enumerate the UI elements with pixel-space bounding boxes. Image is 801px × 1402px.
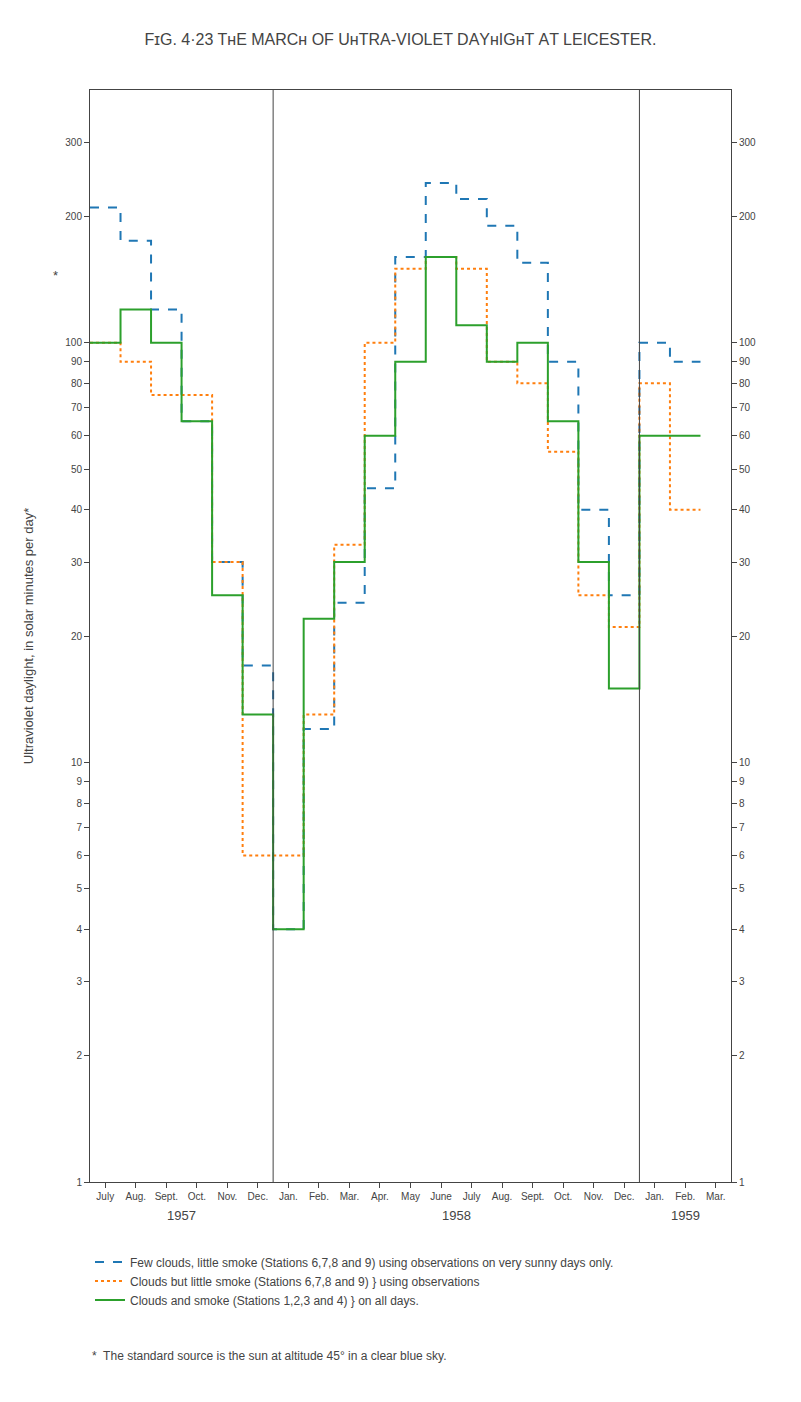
svg-text:4: 4 [76, 924, 82, 935]
svg-text:80: 80 [739, 378, 751, 389]
svg-text:70: 70 [739, 402, 751, 413]
svg-text:Jan.: Jan. [279, 1191, 298, 1202]
svg-text:Dec.: Dec. [614, 1191, 635, 1202]
svg-text:Jan.: Jan. [645, 1191, 664, 1202]
svg-text:Sept.: Sept. [155, 1191, 178, 1202]
svg-text:40: 40 [739, 504, 751, 515]
svg-text:July: July [463, 1191, 481, 1202]
svg-text:1958: 1958 [442, 1208, 471, 1223]
svg-text:1: 1 [76, 1177, 82, 1188]
svg-text:2: 2 [76, 1050, 82, 1061]
svg-text:10: 10 [739, 757, 751, 768]
svg-text:200: 200 [65, 211, 82, 222]
svg-text:20: 20 [739, 631, 751, 642]
svg-text:*: * [53, 268, 58, 283]
svg-text:July: July [96, 1191, 114, 1202]
svg-text:90: 90 [739, 356, 751, 367]
svg-text:June: June [430, 1191, 452, 1202]
svg-text:80: 80 [71, 378, 83, 389]
svg-text:Aug.: Aug. [126, 1191, 147, 1202]
svg-text:50: 50 [739, 464, 751, 475]
svg-text:9: 9 [76, 776, 82, 787]
svg-text:Clouds but little smoke (Stati: Clouds but little smoke (Stations 6,7,8 … [130, 1275, 480, 1289]
svg-text:FɪG. 4·23 TʜE MΑRCʜ OF UʜTRA-V: FɪG. 4·23 TʜE MΑRCʜ OF UʜTRA-VIOLET DΑYʜ… [145, 31, 657, 48]
svg-text:100: 100 [739, 337, 756, 348]
svg-text:3: 3 [76, 976, 82, 987]
svg-text:30: 30 [71, 557, 83, 568]
svg-text:9: 9 [739, 776, 745, 787]
svg-text:2: 2 [739, 1050, 745, 1061]
svg-text:1957: 1957 [167, 1208, 196, 1223]
svg-text:8: 8 [739, 798, 745, 809]
svg-text:100: 100 [65, 337, 82, 348]
svg-text:Clouds and smoke (Stations 1,2: Clouds and smoke (Stations 1,2,3 and 4) … [130, 1294, 419, 1308]
svg-text:May: May [401, 1191, 420, 1202]
svg-text:Nov.: Nov. [584, 1191, 604, 1202]
svg-text:Ultraviolet daylight, in solar: Ultraviolet daylight, in solar minutes p… [21, 508, 36, 765]
svg-text:Oct.: Oct. [188, 1191, 206, 1202]
svg-text:300: 300 [739, 137, 756, 148]
svg-text:Apr.: Apr. [371, 1191, 389, 1202]
svg-text:300: 300 [65, 137, 82, 148]
svg-text:Feb.: Feb. [675, 1191, 695, 1202]
svg-text:Oct.: Oct. [554, 1191, 572, 1202]
svg-text:10: 10 [71, 757, 83, 768]
svg-text:6: 6 [739, 850, 745, 861]
svg-text:Few clouds, little smoke (Stat: Few clouds, little smoke (Stations 6,7,8… [130, 1256, 613, 1270]
svg-text:1: 1 [739, 1177, 745, 1188]
svg-text:90: 90 [71, 356, 83, 367]
svg-text:7: 7 [76, 822, 82, 833]
svg-text:8: 8 [76, 798, 82, 809]
svg-text:60: 60 [71, 430, 83, 441]
svg-text:Dec.: Dec. [248, 1191, 269, 1202]
svg-text:50: 50 [71, 464, 83, 475]
svg-text:70: 70 [71, 402, 83, 413]
svg-text:4: 4 [739, 924, 745, 935]
svg-text:1959: 1959 [671, 1208, 700, 1223]
svg-text:7: 7 [739, 822, 745, 833]
svg-text:40: 40 [71, 504, 83, 515]
svg-text:Nov.: Nov. [217, 1191, 237, 1202]
svg-text:Feb.: Feb. [309, 1191, 329, 1202]
svg-text:200: 200 [739, 211, 756, 222]
svg-text:3: 3 [739, 976, 745, 987]
svg-text:Mar.: Mar. [706, 1191, 725, 1202]
svg-text:Sept.: Sept. [521, 1191, 544, 1202]
svg-text:5: 5 [76, 883, 82, 894]
svg-text:6: 6 [76, 850, 82, 861]
svg-text:Mar.: Mar. [340, 1191, 359, 1202]
svg-text:Aug.: Aug. [492, 1191, 513, 1202]
svg-text:5: 5 [739, 883, 745, 894]
svg-text:30: 30 [739, 557, 751, 568]
svg-text:60: 60 [739, 430, 751, 441]
svg-text:* The standard source is the: * The standard source is the sun at alti… [92, 1349, 447, 1363]
svg-text:20: 20 [71, 631, 83, 642]
